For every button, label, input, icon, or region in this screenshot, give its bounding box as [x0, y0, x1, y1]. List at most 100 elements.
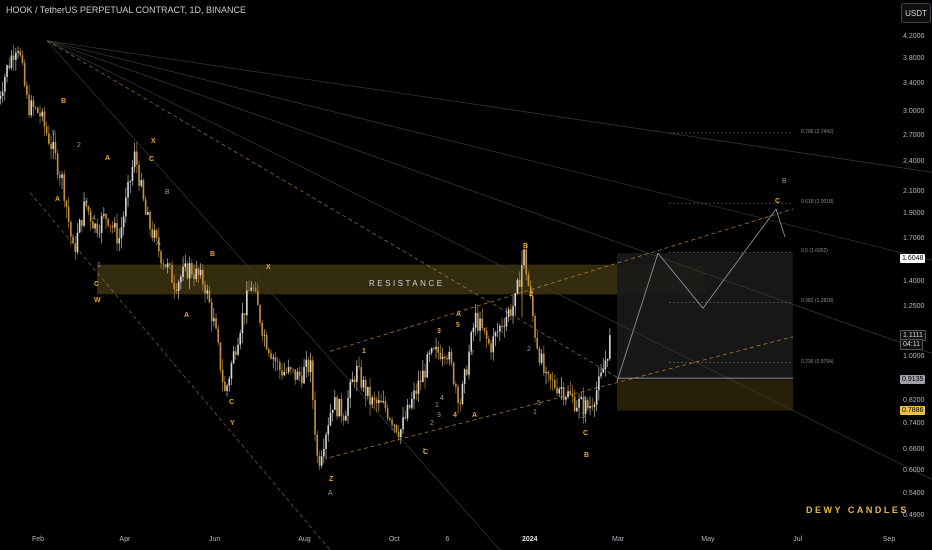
candle-body [514, 293, 517, 307]
y-tick-label: 4.2000 [903, 33, 925, 40]
candle-body [565, 397, 567, 400]
candle-body [191, 263, 193, 275]
candle-body [402, 417, 404, 430]
candle-body [380, 400, 382, 403]
candle-body [459, 403, 462, 404]
candle-body [92, 221, 94, 229]
candle-body [323, 448, 325, 457]
candle-body [413, 390, 415, 400]
candle-body [587, 400, 589, 409]
candle-body [140, 180, 143, 186]
candle-body [138, 164, 140, 186]
candle-body [125, 197, 127, 217]
candle-body [184, 263, 187, 267]
candle-body [17, 51, 19, 53]
candle-body [529, 285, 532, 296]
candle-body [243, 313, 246, 316]
wave-label-orange: A [184, 312, 190, 319]
wave-label-gray: 2 [430, 420, 434, 427]
candle-body [591, 406, 594, 408]
fan-line [46, 40, 932, 261]
y-tick-label: 2.7000 [903, 131, 925, 139]
candle-body [67, 206, 70, 222]
candle-body [492, 336, 495, 353]
candle-body [556, 387, 558, 394]
fan-line [46, 40, 932, 480]
candle-body [23, 63, 26, 86]
y-tick-label: 3.8000 [903, 55, 925, 63]
candle-body [204, 284, 206, 294]
candle-body [114, 222, 116, 228]
candle-body [202, 269, 204, 285]
y-tick-label: 0.6000 [903, 466, 925, 474]
candle-body [375, 399, 378, 404]
candle-body [83, 201, 85, 226]
wave-label-target-c: C [775, 198, 781, 205]
candle-body [301, 375, 303, 384]
candle-body [538, 348, 541, 363]
candle-body [219, 342, 222, 370]
candle-body [100, 215, 103, 233]
candle-body [389, 418, 391, 420]
wave-label-orange: B [210, 251, 216, 258]
candle-body [131, 167, 134, 182]
candle-body [450, 351, 453, 363]
candle-body [560, 387, 563, 389]
wave-label-orange: 1 [362, 348, 366, 355]
candle-body [512, 306, 514, 316]
candle-body [182, 266, 184, 277]
candle-body [285, 371, 288, 373]
candle-body [373, 397, 376, 400]
candle-body [175, 289, 178, 292]
candle-body [221, 369, 224, 383]
candle-body [362, 380, 365, 388]
candle-body [237, 344, 239, 355]
candle-body [177, 282, 180, 292]
candle-body [571, 393, 574, 397]
candle-body [180, 276, 182, 283]
candle-body [270, 353, 272, 359]
wave-label-orange: A [55, 196, 61, 203]
candle-body [576, 407, 578, 412]
wave-label-gray: 1 [533, 409, 537, 416]
projection-path [616, 208, 786, 382]
candle-body [118, 238, 121, 244]
candle-body [415, 390, 418, 394]
wave-label-gray: 3 [84, 198, 88, 205]
candle-body [318, 456, 321, 466]
candle-body [457, 386, 459, 404]
channel-upper [46, 40, 621, 380]
candle-body [87, 206, 90, 212]
candle-body [527, 274, 530, 286]
candle-body [474, 312, 477, 328]
candle-body [195, 268, 198, 280]
fib-label: 0.5 (1.6052) [801, 248, 828, 255]
currency-button[interactable]: USDT [901, 3, 931, 23]
candle-body [441, 356, 444, 359]
candle-body [94, 223, 96, 229]
candle-body [250, 287, 253, 291]
candle-body [85, 201, 88, 207]
fib-label: 0.786 (2.7442) [801, 128, 834, 135]
candle-body [248, 290, 250, 292]
candle-body [34, 107, 37, 108]
candle-body [76, 232, 79, 253]
candle-body [109, 225, 112, 227]
candle-body [199, 269, 202, 276]
wave-label-orange: Y [230, 420, 235, 427]
candle-body [290, 367, 292, 370]
candle-body [540, 353, 543, 363]
candle-body [419, 380, 422, 383]
candle-body [19, 51, 22, 56]
candle-body [463, 369, 466, 384]
candle-body [404, 417, 407, 419]
x-tick-label: Aug [298, 536, 311, 543]
candle-body [543, 353, 545, 373]
candle-body [111, 225, 114, 228]
candle-body [197, 268, 200, 276]
resistance-label: RESISTANCE [369, 279, 445, 288]
candle-body [45, 126, 48, 134]
candle-body [215, 318, 217, 329]
candle-body [342, 416, 345, 421]
